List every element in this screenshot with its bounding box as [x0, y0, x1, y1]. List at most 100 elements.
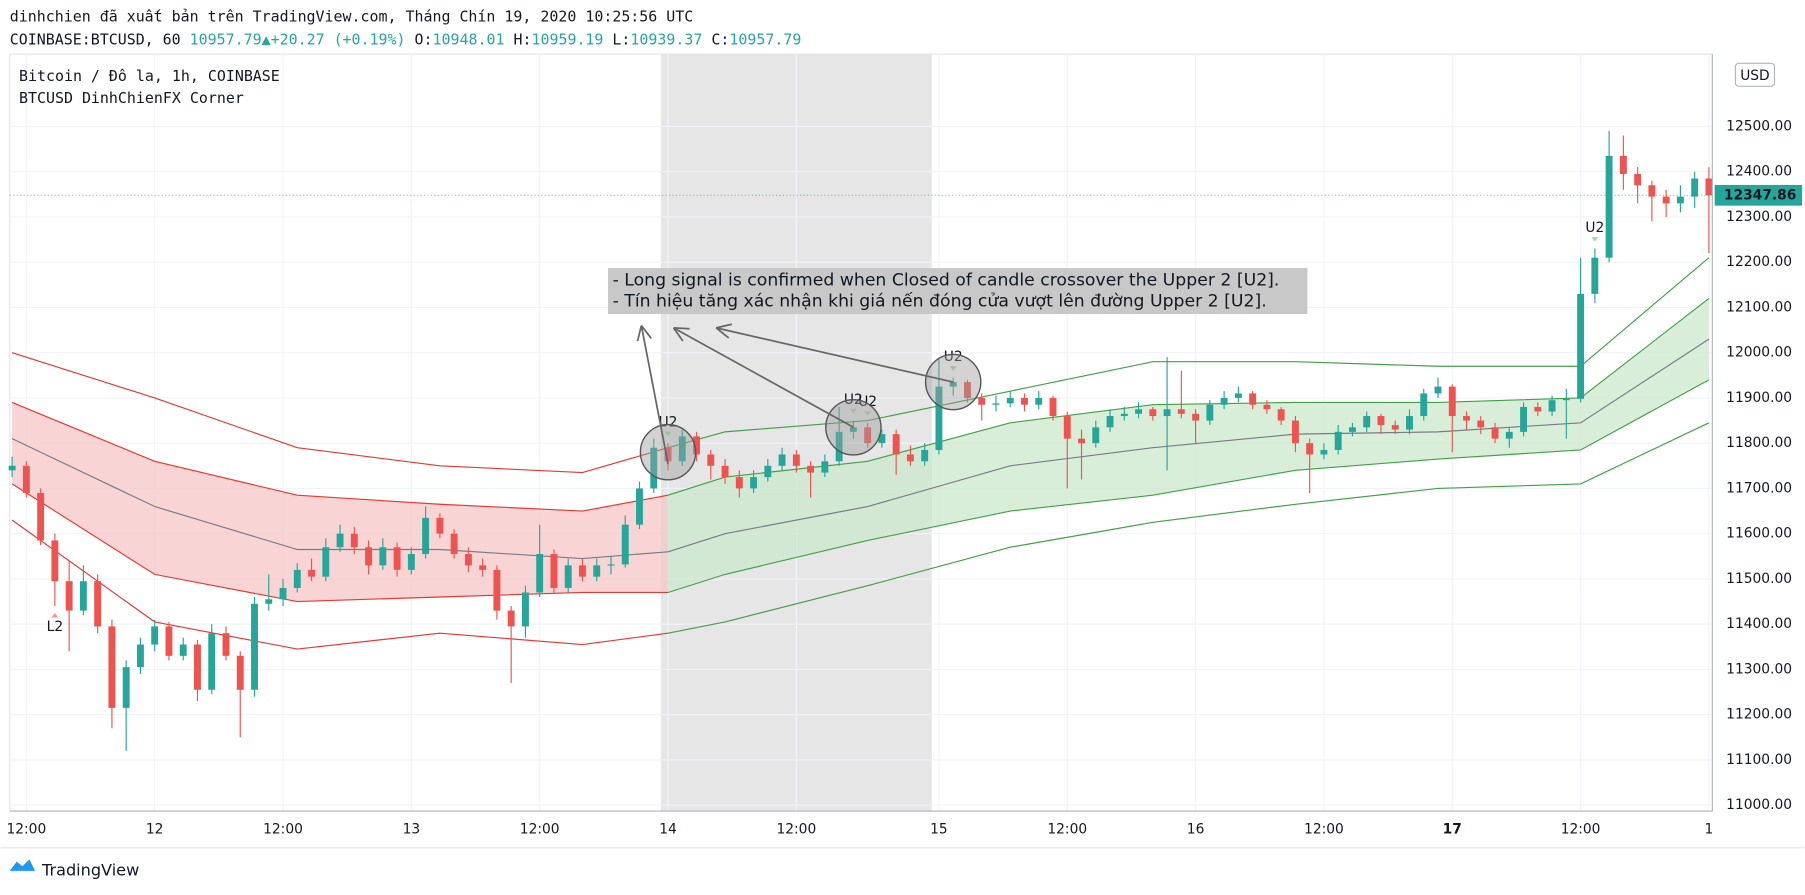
candle-body [1534, 406, 1542, 412]
band-line [667, 338, 1710, 553]
chart-subtitle: BTCUSD DinhChienFX Corner [19, 89, 244, 107]
candle-body [507, 610, 515, 627]
x-tick-label: 14 [659, 821, 677, 837]
candle-body [1021, 397, 1028, 405]
candle-body [1149, 409, 1157, 417]
candle-body [935, 386, 943, 450]
candle-body [479, 565, 487, 570]
signal-arrow [1591, 237, 1599, 242]
candle-body [1520, 406, 1528, 432]
candle-body [1234, 393, 1242, 398]
x-tick-label: 12:00 [1561, 821, 1601, 837]
x-tick-label: 17 [1443, 821, 1462, 837]
y-tick-label: 11900.00 [1726, 390, 1792, 406]
candle-body [365, 547, 373, 566]
x-tick-label: 12:00 [1047, 821, 1087, 837]
currency-box[interactable] [1734, 62, 1776, 87]
candle-body [51, 540, 59, 582]
candle-body [536, 554, 544, 593]
candle-body [1463, 416, 1470, 421]
signal-arrow [51, 612, 59, 618]
candle-body [1505, 431, 1513, 439]
arrow-head [715, 323, 733, 329]
candle-body [1006, 397, 1014, 404]
x-tick-label: 12:00 [520, 821, 560, 837]
candle-body [1448, 386, 1456, 417]
y-tick-label: 11000.00 [1726, 797, 1792, 813]
candle-body [607, 564, 615, 566]
candle-body [8, 465, 16, 471]
arrow-head [673, 326, 690, 330]
band-line [11, 401, 669, 512]
candle-body [992, 403, 1000, 405]
candle-body [978, 397, 986, 405]
candle-body [864, 427, 872, 444]
candle-body [79, 581, 87, 611]
candle-body [764, 465, 772, 478]
candle-body [208, 633, 216, 690]
candle-body [678, 436, 686, 462]
chart-title: Bitcoin / Đô la, 1h, COINBASE [19, 67, 280, 85]
candle-body [878, 434, 886, 444]
candle-body [1220, 397, 1228, 405]
candle-body [322, 547, 330, 577]
y-tick-label: 12100.00 [1726, 299, 1792, 315]
candle-body [579, 565, 586, 577]
candle-body [664, 447, 672, 462]
band-line [11, 352, 669, 474]
candle-body [464, 554, 472, 566]
candle-body [1676, 196, 1684, 204]
x-tick-label: 15 [930, 821, 948, 837]
last-price: 12347.86 [1724, 187, 1796, 203]
candle-body [564, 565, 572, 588]
signal-label: U2 [944, 349, 963, 365]
candle-body [949, 382, 957, 387]
y-tick-label: 11100.00 [1726, 752, 1792, 768]
candle-body [1306, 443, 1314, 455]
candle-body [236, 655, 244, 690]
y-tick-label: 11600.00 [1726, 526, 1792, 542]
x-tick-label: 16 [1187, 821, 1205, 837]
arrow-head [636, 325, 643, 342]
signal-arrow [864, 411, 872, 416]
signal-arrow [849, 409, 857, 414]
candle-body [1049, 397, 1057, 417]
candle-body [1548, 400, 1556, 412]
band-line [11, 483, 669, 603]
candle-body [1277, 409, 1285, 421]
candle-body [1619, 155, 1627, 174]
candle-body [636, 488, 643, 525]
annotation-arrow [673, 327, 854, 429]
change: +20.27 (+0.19%) [271, 30, 406, 48]
candle-body [1705, 178, 1713, 196]
candle-body [222, 633, 230, 656]
x-tick-label: 12:00 [776, 821, 816, 837]
candle-body [1605, 155, 1613, 258]
band-line [667, 422, 1710, 634]
candle-body [336, 533, 344, 548]
signal-arrow [949, 366, 957, 371]
signal-circle [639, 423, 697, 481]
candle-body [279, 587, 287, 600]
candle-body [122, 667, 130, 708]
x-tick-label: 1 [1705, 821, 1714, 837]
candle-body [521, 592, 529, 627]
h-label: H: [513, 30, 531, 48]
candle-body [892, 434, 900, 455]
candle-body [1577, 293, 1585, 399]
x-tick-label: 12 [146, 821, 164, 837]
y-tick-label: 12200.00 [1726, 254, 1792, 270]
candle-body [1491, 427, 1499, 439]
y-tick-label: 11800.00 [1726, 435, 1792, 451]
arrow-head [715, 327, 730, 339]
candle-body [422, 517, 430, 555]
candle-body [550, 554, 558, 588]
candle-body [194, 644, 201, 690]
candle-body [721, 465, 729, 478]
candle-body [1135, 409, 1143, 414]
candle-body [1377, 416, 1385, 426]
band-fill [12, 402, 669, 602]
signal-label: U2 [1585, 220, 1604, 236]
candle-body [707, 454, 715, 466]
